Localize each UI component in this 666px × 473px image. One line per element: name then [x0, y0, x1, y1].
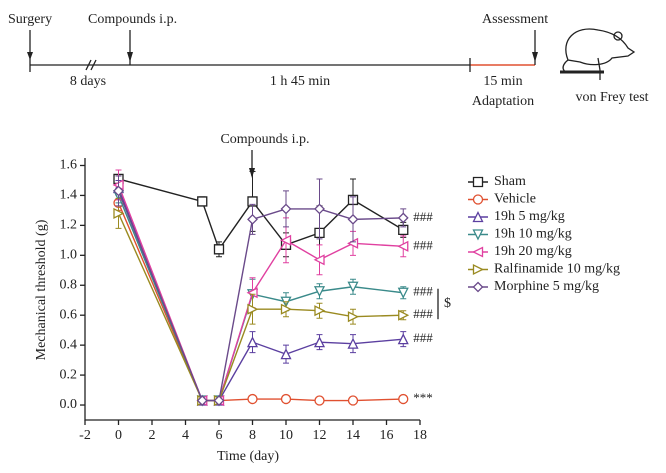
arrow-head — [27, 52, 33, 60]
timeline-label: von Frey test — [575, 90, 648, 105]
break-mark — [90, 59, 97, 71]
y-tick-label: 1.2 — [60, 218, 78, 233]
marker — [397, 333, 409, 345]
chart-annotation: Compounds i.p. — [220, 132, 309, 147]
marker — [213, 244, 225, 255]
legend-label: 19h 20 mg/kg — [494, 244, 572, 259]
x-tick-label: -2 — [79, 428, 91, 443]
marker — [280, 348, 292, 360]
marker — [197, 196, 208, 207]
marker — [246, 336, 259, 348]
marker — [213, 395, 225, 406]
legend-label: 19h 10 mg/kg — [494, 227, 572, 242]
timeline-label: 1 h 45 min — [270, 74, 330, 89]
y-tick-label: 0.2 — [60, 367, 78, 382]
significance-label: ### — [413, 306, 433, 321]
marker — [397, 212, 409, 224]
timeline-label: Assessment — [482, 12, 548, 27]
timeline-label: Compounds i.p. — [88, 12, 177, 27]
marker — [280, 234, 292, 246]
marker — [113, 185, 124, 197]
marker — [247, 213, 258, 225]
x-tick-label: 0 — [115, 428, 122, 443]
y-tick-label: 1.0 — [60, 248, 78, 263]
legend-marker — [472, 281, 484, 293]
significance-label: ### — [413, 284, 433, 299]
y-tick-label: 1.4 — [60, 188, 78, 203]
timeline-label: Adaptation — [472, 94, 534, 109]
break-mark — [85, 59, 92, 71]
arrow-head — [532, 52, 538, 62]
legend-label: 19h 5 mg/kg — [494, 209, 565, 224]
legend-label: Sham — [494, 174, 526, 189]
marker — [347, 213, 359, 225]
timeline: Surgery Compounds i.p. Assessment 8 days… — [8, 12, 649, 109]
marker — [314, 305, 326, 317]
x-tick-label: 16 — [380, 428, 394, 443]
x-tick-label: 2 — [149, 428, 156, 443]
marker — [397, 287, 409, 299]
x-tick-label: 6 — [216, 428, 223, 443]
marker — [347, 395, 359, 406]
x-axis-label: Time (day) — [217, 449, 279, 464]
x-tick-label: 8 — [249, 428, 256, 443]
legend-marker — [472, 194, 484, 205]
marker — [313, 286, 326, 298]
marker — [196, 395, 208, 406]
marker — [280, 393, 292, 405]
marker — [280, 303, 292, 315]
marker — [113, 207, 125, 219]
marker — [347, 311, 359, 323]
marker — [313, 336, 326, 348]
marker — [314, 395, 325, 406]
marker — [247, 303, 259, 315]
legend-marker — [472, 176, 484, 188]
significance-label: *** — [413, 390, 433, 405]
timeline-label: Surgery — [8, 12, 52, 27]
series-line — [117, 213, 404, 402]
marker — [247, 196, 258, 207]
marker — [397, 240, 409, 252]
y-tick-label: 0.8 — [60, 277, 78, 292]
y-tick-label: 0.6 — [60, 307, 78, 322]
legend-marker — [472, 246, 484, 258]
significance-label: ### — [413, 330, 433, 345]
x-tick-label: 10 — [279, 428, 293, 443]
y-axis-label: Mechanical threshold (g) — [34, 219, 49, 360]
arrow-head — [127, 52, 133, 62]
marker — [347, 337, 359, 349]
timeline-label: 8 days — [70, 74, 106, 89]
significance-label: ### — [413, 237, 433, 252]
legend-label: Ralfinamide 10 mg/kg — [494, 262, 620, 277]
timeline-label: 15 min — [483, 74, 522, 89]
series-line — [118, 178, 404, 251]
legend-marker — [472, 211, 484, 223]
marker — [314, 203, 325, 215]
marker — [280, 203, 292, 215]
legend-marker — [472, 229, 484, 241]
marker — [247, 393, 258, 405]
mouse-icon — [560, 28, 636, 80]
y-tick-label: 0.0 — [60, 397, 78, 412]
marker — [398, 393, 409, 405]
marker — [398, 224, 409, 236]
legend-label: Morphine 5 mg/kg — [494, 279, 599, 294]
marker — [347, 281, 359, 293]
legend-label: Vehicle — [494, 192, 536, 207]
x-tick-label: 4 — [182, 428, 189, 443]
legend-marker — [472, 263, 484, 276]
x-tick-label: 12 — [313, 428, 327, 443]
x-tick-label: 14 — [346, 428, 360, 443]
marker — [313, 254, 325, 266]
x-tick-label: 18 — [413, 428, 427, 443]
marker — [398, 309, 410, 321]
y-tick-label: 0.4 — [60, 337, 78, 352]
significance-label: ### — [413, 209, 433, 224]
significance-label: $ — [444, 296, 451, 311]
y-tick-label: 1.6 — [60, 158, 78, 173]
